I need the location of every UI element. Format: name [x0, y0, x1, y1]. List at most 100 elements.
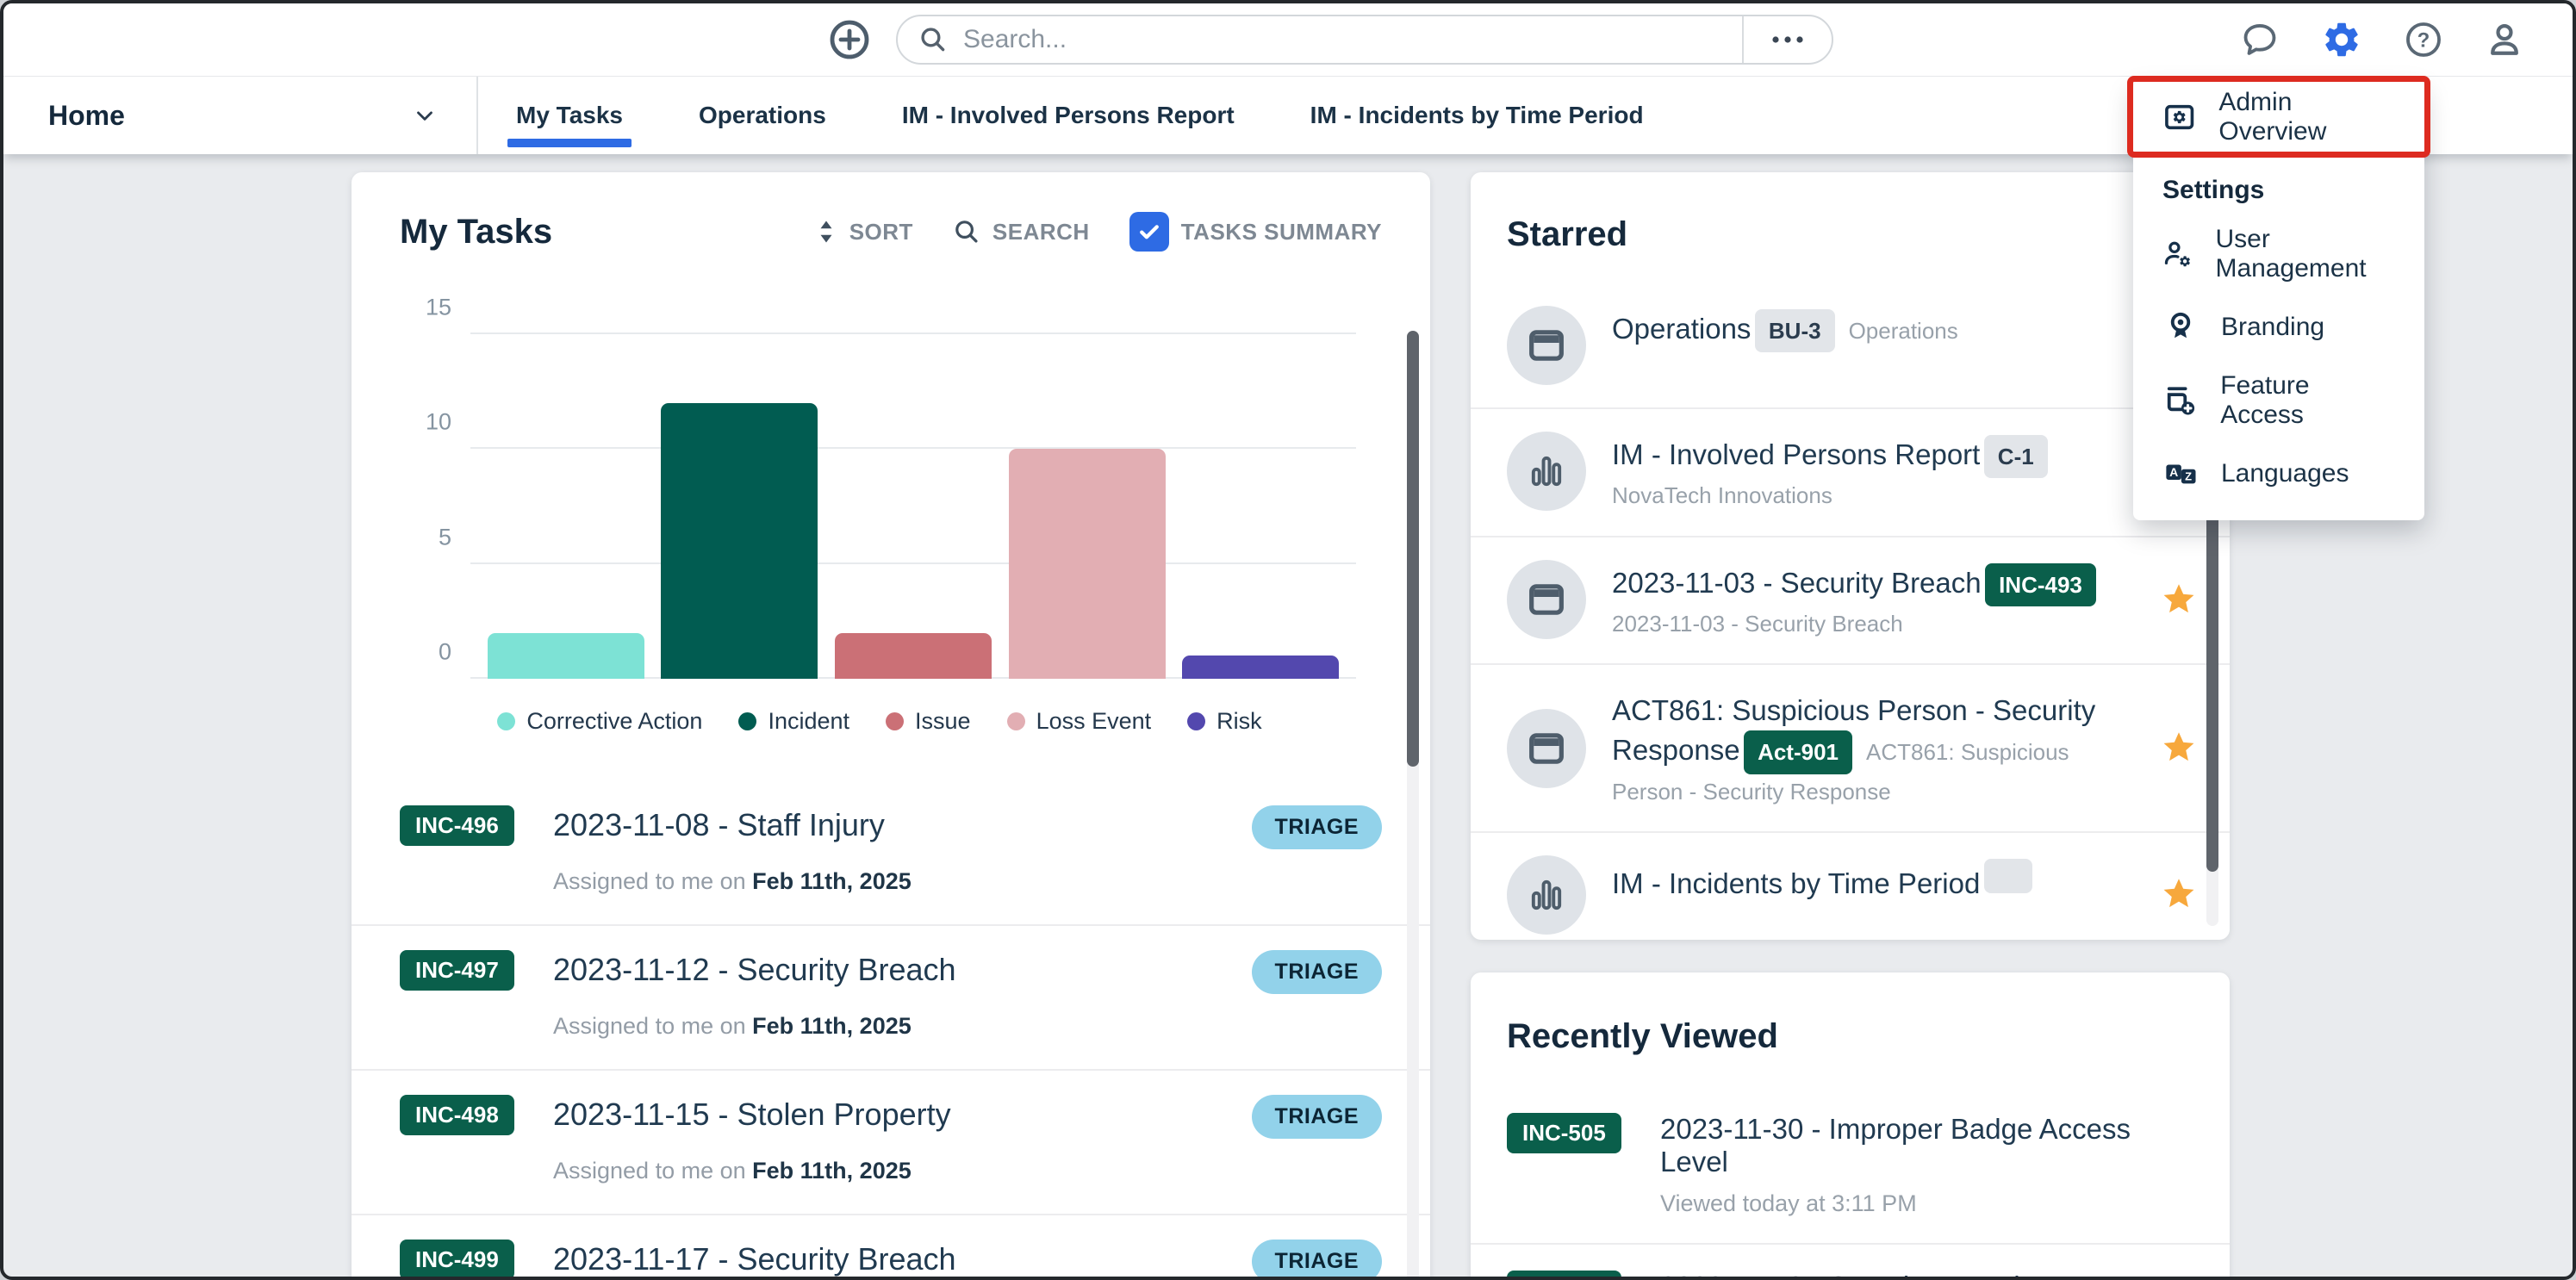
person-icon — [2491, 23, 2518, 55]
recently-viewed-item-title[interactable]: 2023-11-12 - Security Breach — [1660, 1271, 2030, 1277]
task-row[interactable]: INC-498 2023-11-15 - Stolen Property TRI… — [352, 1069, 1430, 1214]
settings-menu: Admin Overview Settings User Management … — [2127, 76, 2430, 520]
task-assigned-line: Assigned to me on Feb 11th, 2025 — [553, 868, 912, 894]
starred-row[interactable]: ACT861: Suspicious Person - Security Res… — [1471, 663, 2230, 831]
task-list: INC-496 2023-11-08 - Staff Injury TRIAGE… — [352, 781, 1430, 1277]
chat-icon — [2243, 23, 2276, 55]
search-more-button[interactable] — [1744, 16, 1832, 63]
nav-divider — [476, 77, 478, 154]
my-tasks-scrollbar-track[interactable] — [1407, 331, 1419, 1277]
status-badge: TRIAGE — [1251, 950, 1382, 994]
task-id-badge: INC-496 — [400, 805, 514, 846]
starred-row[interactable]: 2023-11-03 - Security Breach INC-4932023… — [1471, 535, 2230, 664]
chart-legend: Corrective Action Incident Issue Loss Ev… — [403, 708, 1356, 735]
legend-dot — [497, 712, 516, 730]
star-toggle[interactable] — [2159, 729, 2199, 768]
recently-viewed-item-title[interactable]: 2023-11-30 - Improper Badge Access Level — [1660, 1113, 2131, 1177]
search-divider — [1742, 16, 1744, 63]
tab-operations[interactable]: Operations — [661, 77, 864, 154]
top-bar: ? — [3, 3, 2573, 77]
starred-item-text: IM - Involved Persons Report C-1NovaTech… — [1612, 435, 2130, 513]
item-id-badge: INC-497 — [1507, 1271, 1621, 1277]
task-assigned-line: Assigned to me on Feb 11th, 2025 — [553, 1013, 912, 1039]
star-toggle[interactable] — [2159, 581, 2199, 620]
task-title[interactable]: 2023-11-15 - Stolen Property — [553, 1097, 951, 1132]
search-icon — [921, 28, 945, 52]
tab-im-involved-persons-report[interactable]: IM - Involved Persons Report — [864, 77, 1272, 154]
starred-row[interactable]: IM - Incidents by Time Period — [1471, 830, 2230, 940]
tab-my-tasks[interactable]: My Tasks — [478, 77, 661, 154]
star-toggle[interactable] — [2159, 875, 2199, 915]
feature-box-icon — [2167, 387, 2195, 415]
tasks-summary-chart: 0 5 10 15 Corrective Action — [352, 257, 1430, 735]
legend-item: Loss Event — [1006, 708, 1151, 735]
medal-icon — [2170, 312, 2191, 339]
svg-text:Z: Z — [2185, 470, 2192, 483]
starred-item-meta: Act-901 ACT861: Suspicious Person - Secur… — [1612, 730, 2069, 805]
y-tick: 15 — [425, 294, 451, 320]
gridline — [470, 332, 1356, 334]
starred-item-meta: C-1NovaTech Innovations — [1612, 435, 2062, 508]
tab-strip: My Tasks Operations IM - Involved Person… — [478, 77, 1682, 154]
starred-item-title[interactable]: Operations — [1612, 313, 1752, 345]
starred-card: Starred Operations BU-3 Operations IM - I… — [1471, 172, 2230, 940]
menu-section-header: Settings — [2162, 176, 2265, 204]
starred-item-text: Operations BU-3 Operations — [1612, 309, 2130, 353]
create-button[interactable] — [829, 19, 870, 60]
bar-issue — [834, 632, 992, 679]
tab-label: IM - Involved Persons Report — [901, 102, 1235, 128]
home-dropdown[interactable]: Home — [48, 77, 438, 154]
user-button[interactable] — [2485, 20, 2524, 59]
recently-viewed-row[interactable]: INC-505 2023-11-30 - Improper Badge Acce… — [1471, 1087, 2230, 1243]
task-row[interactable]: INC-497 2023-11-12 - Security Breach TRI… — [352, 924, 1430, 1069]
menu-item-user-management[interactable]: User Management — [2133, 212, 2424, 296]
help-button[interactable]: ? — [2404, 20, 2443, 59]
settings-button[interactable] — [2321, 19, 2362, 60]
task-id-badge: INC-498 — [400, 1095, 514, 1135]
translate-icon: A Z — [2166, 464, 2196, 484]
legend-label: Risk — [1216, 708, 1262, 734]
active-tab-underline — [507, 139, 632, 147]
viewed-timestamp: Viewed today at 3:11 PM — [1660, 1190, 1917, 1216]
search-input[interactable] — [963, 25, 1742, 54]
my-tasks-scrollbar-thumb[interactable] — [1407, 331, 1419, 767]
bar-risk — [1182, 656, 1340, 679]
task-title[interactable]: 2023-11-12 - Security Breach — [553, 952, 956, 987]
search-tasks-button[interactable]: SEARCH — [953, 218, 1090, 245]
home-dropdown-label: Home — [48, 99, 125, 131]
menu-item-label: User Management — [2215, 225, 2367, 283]
legend-item: Risk — [1187, 708, 1262, 735]
user-gear-icon — [2164, 241, 2190, 267]
tab-im-incidents-by-time-period[interactable]: IM - Incidents by Time Period — [1272, 77, 1682, 154]
plus-circle-icon — [830, 20, 869, 59]
dashboard-icon — [1507, 708, 1586, 788]
menu-item-feature-access[interactable]: Feature Access — [2133, 358, 2424, 443]
chat-button[interactable] — [2240, 20, 2280, 59]
sort-button[interactable]: SORT — [815, 219, 913, 245]
task-row[interactable]: INC-496 2023-11-08 - Staff Injury TRIAGE… — [352, 781, 1430, 924]
tab-label: My Tasks — [516, 102, 623, 128]
starred-row[interactable]: IM - Involved Persons Report C-1NovaTech… — [1471, 407, 2230, 536]
star-icon — [2163, 584, 2194, 613]
my-tasks-title: My Tasks — [400, 212, 553, 251]
starred-item-title[interactable]: IM - Involved Persons Report — [1612, 438, 1981, 470]
starred-item-text: 2023-11-03 - Security Breach INC-4932023… — [1612, 562, 2130, 642]
recently-viewed-row[interactable]: INC-497 2023-11-12 - Security Breach Vie… — [1471, 1243, 2230, 1277]
tasks-summary-toggle[interactable]: TASKS SUMMARY — [1129, 212, 1382, 252]
task-title[interactable]: 2023-11-08 - Staff Injury — [553, 807, 885, 842]
starred-item-title[interactable]: IM - Incidents by Time Period — [1612, 867, 1981, 899]
menu-item-admin-overview[interactable]: Admin Overview — [2127, 76, 2430, 158]
task-title[interactable]: 2023-11-17 - Security Breach — [553, 1241, 956, 1277]
menu-item-languages[interactable]: A Z Languages — [2133, 443, 2424, 505]
menu-item-branding[interactable]: Branding — [2133, 296, 2424, 358]
starred-row[interactable]: Operations BU-3 Operations — [1471, 283, 2230, 407]
legend-dot — [886, 712, 905, 730]
legend-label: Issue — [915, 708, 971, 734]
starred-item-title[interactable]: 2023-11-03 - Security Breach — [1612, 566, 1982, 599]
starred-item-title[interactable]: ACT861: Suspicious Person - Security Res… — [1612, 694, 2096, 767]
report-icon — [1507, 854, 1586, 935]
task-row[interactable]: INC-499 2023-11-17 - Security Breach TRI… — [352, 1214, 1430, 1277]
recently-viewed-text: 2023-11-30 - Improper Badge Access Level… — [1660, 1113, 2193, 1217]
legend-dot — [738, 712, 757, 730]
gridline — [470, 562, 1356, 564]
